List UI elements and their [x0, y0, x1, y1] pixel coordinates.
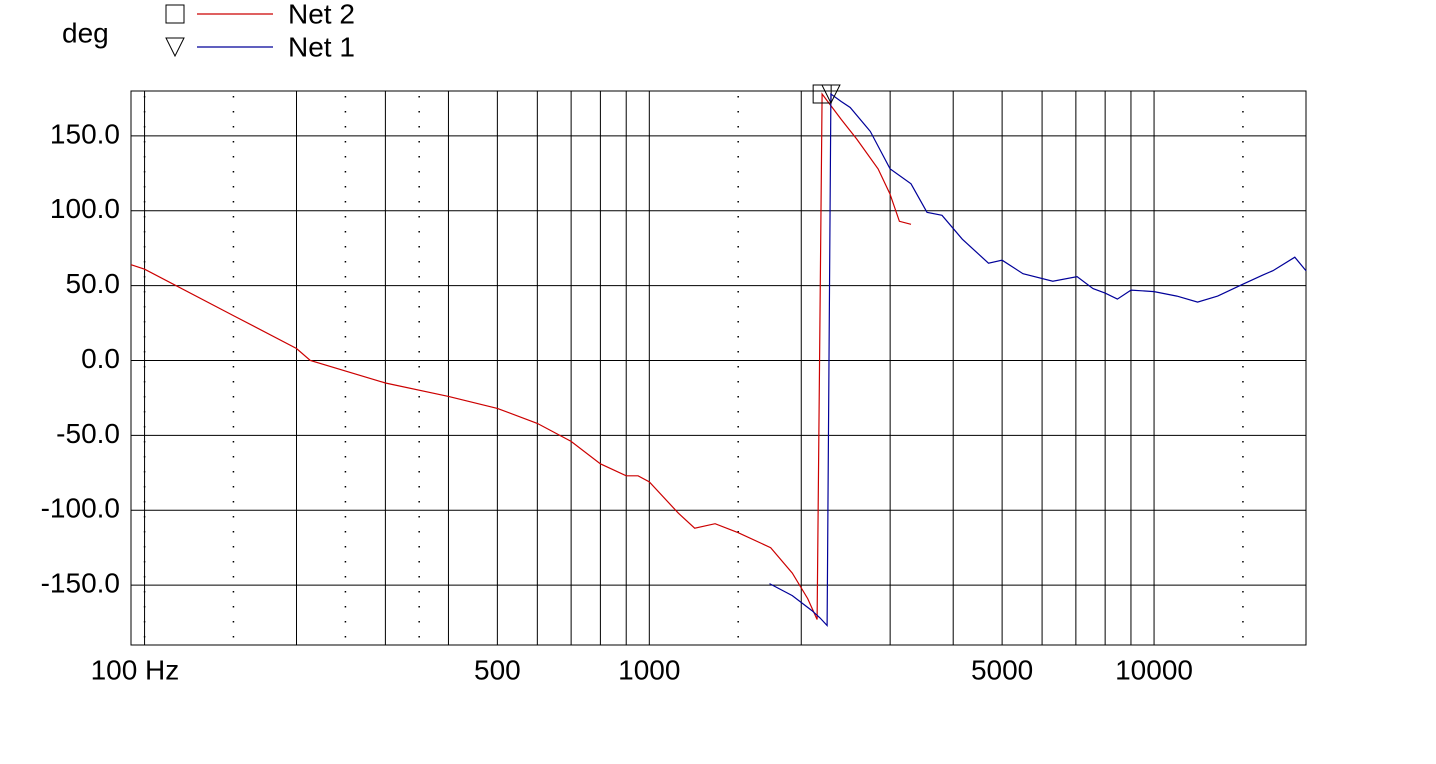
- plot-area: [130, 90, 1307, 646]
- x-tick-label: 1000: [618, 654, 680, 685]
- x-tick-label: 100 Hz: [91, 654, 180, 685]
- y-tick-label: -100.0: [41, 493, 120, 524]
- y-tick-label: 100.0: [50, 193, 120, 224]
- y-tick-label: 150.0: [50, 118, 120, 149]
- legend-label: Net 2: [288, 0, 355, 29]
- x-tick-label: 5000: [971, 654, 1033, 685]
- y-tick-label: -150.0: [41, 567, 120, 598]
- y-tick-label: 50.0: [66, 268, 121, 299]
- legend-symbol: [165, 37, 185, 58]
- series-marker: [821, 84, 841, 105]
- legend-symbol: [165, 4, 185, 24]
- series-line: [769, 92, 1307, 628]
- y-tick-label: 0.0: [81, 343, 120, 374]
- y-axis-label: deg: [62, 17, 109, 48]
- x-tick-label: 500: [474, 654, 521, 685]
- y-tick-label: -50.0: [56, 418, 120, 449]
- series-line: [130, 92, 912, 620]
- legend-label: Net 1: [288, 31, 355, 62]
- x-tick-label: 10000: [1115, 654, 1193, 685]
